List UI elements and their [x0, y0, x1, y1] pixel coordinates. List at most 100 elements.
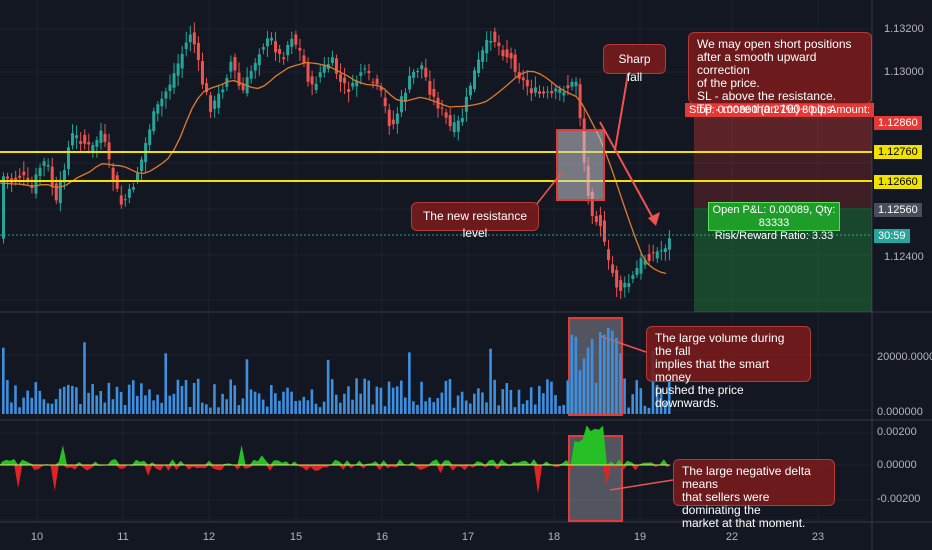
volume-bar [99, 391, 103, 414]
resistance-pointer [535, 171, 563, 206]
candle-body [387, 109, 391, 127]
volume-bar [265, 406, 269, 414]
open-pnl-text: Open P&L: 0.00089, Qty: 83333 [712, 204, 836, 229]
candle-body [140, 159, 144, 172]
stop-loss-label[interactable]: Stop: 0.00300 (0.27%) 30.0, Amount: 7 [685, 103, 874, 117]
candle-body [424, 67, 428, 78]
candle-body [200, 61, 204, 85]
candle-body [667, 238, 671, 250]
volume-bar [213, 384, 216, 414]
volume-bar [192, 383, 196, 414]
candle-body [253, 62, 257, 71]
candle-body [30, 185, 34, 189]
volume-bar [123, 405, 127, 414]
candle-body [615, 269, 619, 288]
volume-note[interactable]: The large volume during the fall implies… [646, 326, 811, 410]
volume-bar [631, 394, 634, 414]
resistance-note[interactable]: The new resistance level [411, 202, 539, 240]
volume-bar [322, 401, 326, 414]
volume-bar [164, 353, 168, 414]
candle-body [464, 96, 468, 112]
candle-body [168, 84, 172, 92]
volume-bar [408, 352, 411, 414]
candle-body [58, 179, 62, 204]
candle-body [542, 91, 546, 94]
candle-body [172, 73, 176, 88]
candle-body [127, 188, 131, 198]
trade-plan-note[interactable]: We may open short positions after a smoo… [688, 32, 872, 116]
candle-body [46, 165, 50, 167]
candle-body [221, 89, 225, 93]
volume-bar [513, 407, 517, 414]
volume-bar [330, 379, 334, 414]
downtrend-arrow-line [599, 121, 656, 223]
volume-bar [257, 393, 261, 414]
candle-body [525, 79, 529, 87]
candle-body [164, 91, 168, 99]
candle-body [123, 199, 127, 201]
candle-body [131, 187, 135, 190]
volume-bar [602, 334, 606, 414]
delta-label-top: 0.00200 [877, 426, 917, 438]
candle-body [521, 77, 525, 81]
volume-bar [371, 404, 375, 414]
candle-body [493, 31, 497, 43]
candle-body [180, 53, 184, 69]
candle-body [663, 248, 667, 253]
volume-bar [546, 379, 549, 414]
candle-body [306, 62, 310, 82]
resistance-upper-tag: 1.12760 [874, 145, 922, 159]
candle-body [322, 64, 326, 73]
volume-bar [253, 391, 257, 414]
candle-body [249, 71, 253, 79]
candle-body [136, 173, 139, 181]
candle-body [205, 83, 209, 93]
volume-bar [509, 389, 513, 414]
volume-bar [176, 379, 180, 414]
volume-bar [115, 386, 119, 414]
candle-body [647, 254, 651, 261]
candle-body [460, 117, 464, 123]
volume-bar [363, 378, 366, 414]
candle-body [115, 175, 119, 189]
volume-bar [314, 403, 318, 414]
sharp-fall-note[interactable]: Sharp fall [603, 44, 666, 84]
volume-bar [75, 387, 78, 414]
x-label-19: 19 [633, 531, 647, 543]
candle-body [444, 112, 448, 118]
volume-bar [42, 399, 46, 414]
volume-bar [615, 337, 618, 414]
risk-reward-text: Risk/Reward Ratio: 3.33 [714, 230, 834, 242]
x-label-11: 11 [117, 531, 129, 543]
volume-bar [282, 391, 285, 414]
volume-bar [635, 380, 639, 414]
candle-body [631, 275, 635, 279]
candle-body [83, 134, 87, 144]
candle-body [611, 264, 615, 273]
candle-body [330, 57, 334, 64]
candle-body [152, 111, 156, 132]
candle-body [148, 129, 152, 145]
candle-body [347, 89, 351, 93]
volume-bar [318, 407, 322, 414]
candle-body [399, 96, 403, 113]
delta-note[interactable]: The large negative delta means that sell… [673, 459, 835, 530]
candle-body [107, 142, 111, 160]
volume-bar [310, 389, 314, 414]
volume-bar [274, 393, 277, 414]
volume-bar [62, 386, 66, 414]
volume-bar [460, 391, 464, 414]
candle-body [2, 176, 5, 239]
open-pnl-label[interactable]: Open P&L: 0.00089, Qty: 83333 Risk/Rewar… [708, 202, 840, 242]
volume-bar [205, 404, 208, 414]
bar-timer-tag: 30:59 [874, 229, 910, 243]
volume-label-top: 20000.00000 [877, 351, 932, 363]
volume-bar [107, 382, 111, 414]
volume-bar [493, 379, 496, 414]
candle-body [34, 174, 38, 194]
volume-bar [570, 334, 574, 414]
volume-bar [598, 332, 602, 414]
volume-bar [172, 393, 176, 414]
